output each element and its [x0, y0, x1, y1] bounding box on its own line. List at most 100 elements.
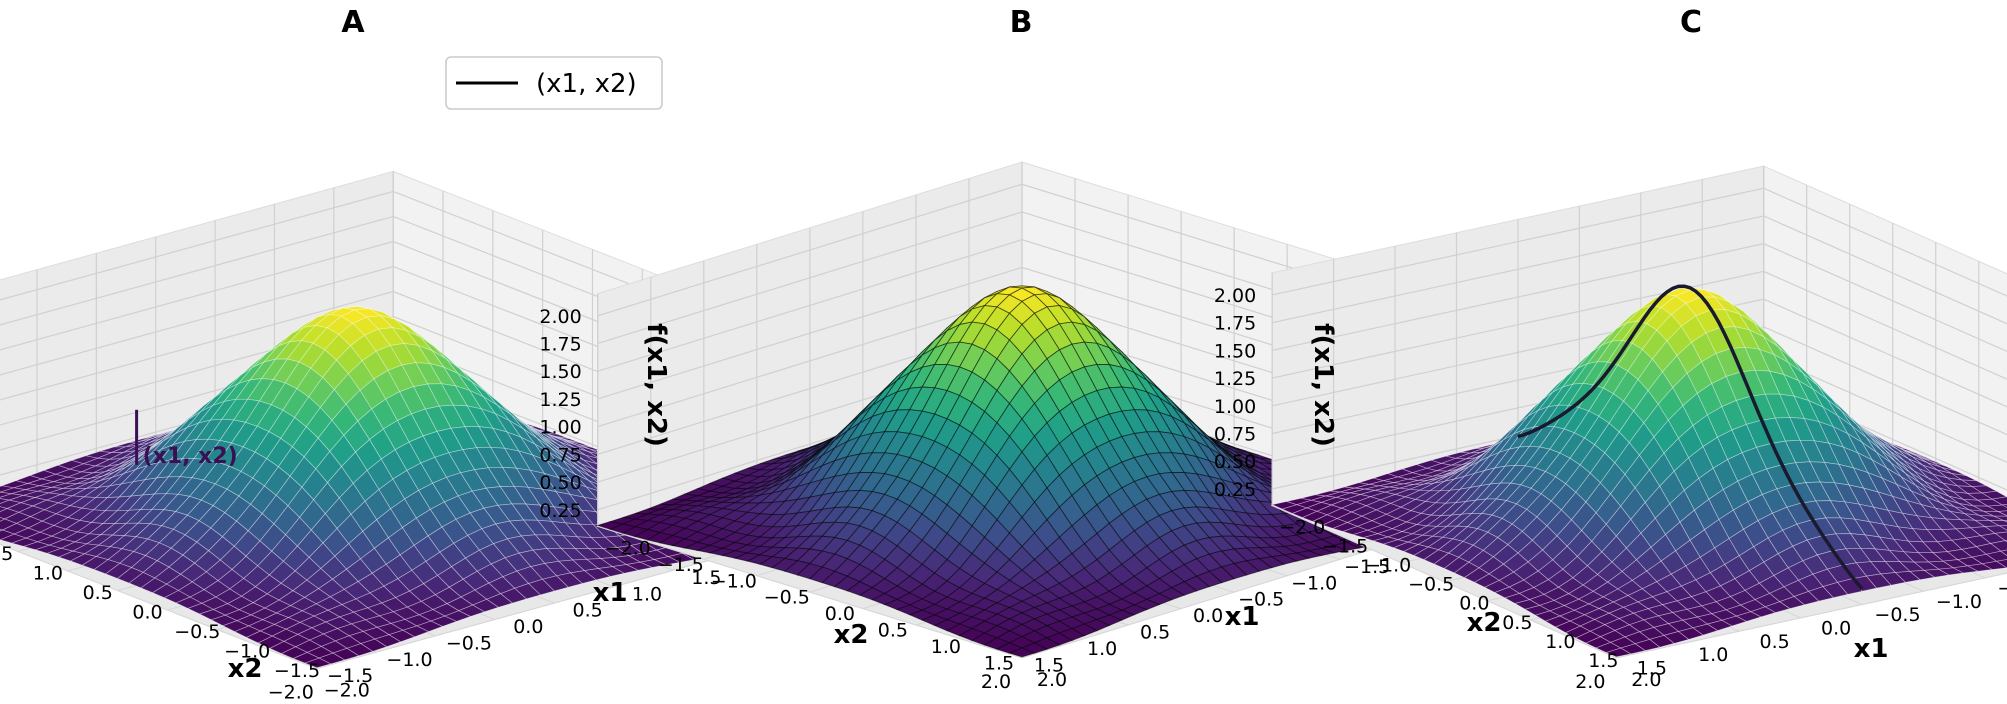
panel-a-surface-patch: [203, 461, 230, 485]
panel-a-surface-patch: [180, 562, 207, 583]
panel-a-surface-patch: [518, 549, 546, 567]
panel-b-ytick-label: 0.0: [1193, 605, 1223, 627]
panel-c-ztick-label: 1.00: [1214, 396, 1256, 418]
panel-c-surface-patch: [1999, 549, 2007, 557]
panel-c-xtick-label: −0.5: [1408, 574, 1454, 596]
panel-a-surface-patch: [569, 493, 597, 513]
panel-a-ytick-label: −2.0: [268, 682, 314, 704]
panel-b-surface-patch: [1008, 647, 1036, 658]
panel-a-surface-patch: [271, 534, 298, 562]
panel-a-surface-patch: [261, 612, 290, 625]
panel-a-surface-patch: [534, 534, 562, 549]
panel-a-xtick-label: −0.5: [174, 621, 220, 643]
panel-a-surface-patch: [478, 543, 506, 565]
panel-a-surface-patch: [29, 509, 58, 522]
legend-entry-label: (x1, x2): [536, 69, 637, 99]
panel-b-ylabel: x2: [834, 620, 869, 650]
panel-a-ytick-label: 0.5: [572, 600, 602, 622]
panel-a-ytick-label: −0.5: [446, 633, 492, 655]
panel-c-ytick-label: 1.0: [1698, 644, 1728, 666]
panel-b-title: B: [1010, 5, 1033, 40]
panel-a-surface-patch: [557, 476, 585, 498]
panel-a-surface-patch: [420, 336, 447, 360]
panel-a-surface-patch: [191, 459, 219, 481]
panel-a-surface-patch: [139, 433, 166, 442]
panel-a-surface-patch: [562, 460, 589, 481]
panel-c-ztick-label: 1.25: [1214, 368, 1256, 390]
panel-a-surface-patch: [576, 536, 604, 550]
panel-b-ztick-label: 1.00: [539, 417, 581, 439]
panel-a-surface-patch: [69, 496, 97, 509]
panel-b-ytick-label: −1.0: [1291, 572, 1337, 594]
panel-a-surface-patch: [163, 590, 191, 604]
panel-a-xtick-label: 1.0: [33, 563, 63, 585]
panel-c-gridline: [1616, 572, 2007, 659]
panel-a-surface-patch: [388, 629, 416, 643]
panel-c-ytick-label: −1.5: [1997, 578, 2007, 600]
panel-a-surface-patch: [148, 430, 175, 444]
panel-a-surface-patch: [374, 634, 402, 648]
panel-a-surface-patch: [99, 446, 126, 453]
panel-a-surface-patch: [0, 516, 6, 522]
panel-a-surface-patch: [560, 466, 588, 488]
panel-c-gridline: [1272, 215, 2007, 325]
panel-a-surface-patch: [25, 485, 52, 492]
panel-c-title: C: [1680, 5, 1702, 40]
panel-a-surface-patch: [141, 432, 168, 440]
panel-a-surface-patch: [39, 525, 67, 537]
panel-a-surface-patch: [320, 555, 348, 580]
panel-a-surface-patch: [429, 615, 458, 627]
panel-a-ytick-label: 0.0: [513, 616, 543, 638]
panel-c-ztick-label: 0.50: [1214, 451, 1256, 473]
panel-a-surface-patch: [67, 507, 95, 521]
panel-c-ytick-label: 1.5: [1637, 658, 1667, 680]
panel-b-ytick-label: 1.0: [1087, 638, 1117, 660]
panel-a-surface-patch: [373, 537, 401, 565]
legend: (x1, x2): [445, 56, 663, 110]
panel-a-surface-patch: [310, 513, 338, 544]
panel-a-surface-patch: [211, 383, 239, 407]
panel-a-xtick-label: −2.0: [324, 680, 370, 702]
panel-b-ytick-label: 1.5: [1034, 655, 1064, 677]
panel-a-surface-patch: [271, 628, 299, 642]
panel-a-surface-patch: [490, 446, 518, 469]
panel-a-surface-patch: [499, 587, 527, 604]
panel-b-xtick-label: 1.0: [931, 636, 961, 658]
panel-a-surface-patch: [151, 427, 178, 450]
panel-a-surface-patch: [128, 571, 156, 589]
panel-c-xtick-label: −2.0: [1279, 517, 1325, 539]
panel-a-surface-patch: [95, 546, 123, 560]
panel-a-surface-patch: [476, 446, 503, 469]
panel-a-surface-patch: [369, 585, 397, 604]
panel-c-gridline: [1271, 505, 1617, 659]
panel-a-surface-patch: [385, 554, 413, 580]
panel-a-surface-patch: [198, 609, 227, 621]
panel-a-ticks: −2.0−1.5−1.0−0.50.00.51.01.52.0−2.0−1.5−…: [0, 543, 781, 704]
panel-b-ztick-label: 0.25: [539, 500, 581, 522]
panel-c-surface: [1271, 287, 2007, 658]
panel-c-ztick-label: 0.25: [1214, 479, 1256, 501]
panel-b-ytick-label: 0.5: [1140, 622, 1170, 644]
panel-a-ytick-label: −1.0: [386, 649, 432, 671]
panel-a-ylabel: x2: [228, 654, 263, 684]
panel-b-xtick-label: 1.5: [984, 653, 1014, 675]
panel-c-ytick-label: 2.0: [1575, 671, 1605, 693]
panel-a-xtick-label: −1.0: [224, 641, 270, 663]
panel-c-ytick-label: 0.5: [1759, 631, 1789, 653]
panel-a-surface-patch: [0, 528, 4, 532]
panel-a-xtick-label: 0.5: [83, 582, 113, 604]
panel-a-surface-patch: [304, 657, 332, 669]
panel-a-surface-patch: [527, 578, 555, 596]
panel-a-surface-patch: [462, 570, 490, 591]
panel-a-surface-patch: [513, 583, 541, 600]
panel-a-surface-patch: [296, 529, 324, 558]
panel-a-surface-patch: [209, 398, 237, 421]
panel-c-ztick-label: 2.00: [1214, 285, 1256, 307]
panel-c-gridline: [1272, 243, 2007, 353]
panel-a-xtick-label: 0.0: [132, 602, 162, 624]
panel-a-surface-patch: [0, 499, 23, 509]
panel-a-surface-patch: [235, 378, 263, 400]
panel-a-surface-patch: [392, 606, 420, 620]
panel-a-surface-patch: [474, 582, 502, 600]
panel-a-surface-patch: [54, 468, 83, 478]
